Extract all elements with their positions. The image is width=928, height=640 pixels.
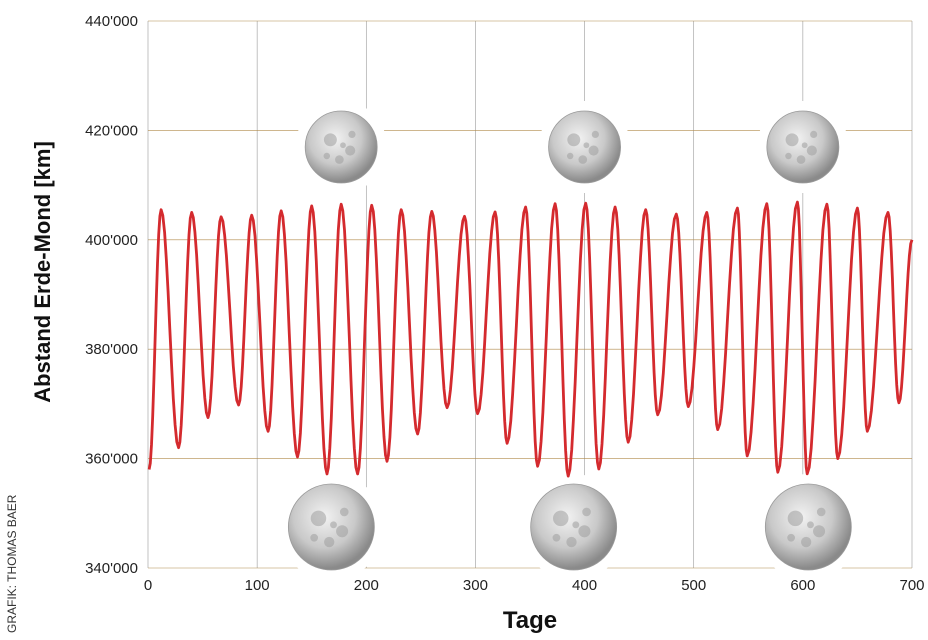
y-tick-label: 400'000 (85, 232, 138, 249)
x-axis: 0 100 200 300 400 500 600 700 (144, 577, 925, 594)
x-tick-label: 300 (463, 577, 488, 594)
moon-icon (521, 474, 627, 580)
moon-icon (278, 474, 384, 580)
series-group (149, 202, 912, 476)
x-tick-label: 0 (144, 577, 152, 594)
y-tick-label: 420'000 (85, 122, 138, 139)
x-tick-label: 700 (899, 577, 924, 594)
x-tick-label: 200 (354, 577, 379, 594)
x-axis-label: Tage (503, 607, 557, 634)
moon-icon (295, 101, 387, 193)
x-tick-label: 500 (681, 577, 706, 594)
moon-icon (755, 474, 861, 580)
credit: GRAFIK: THOMAS BAER (2, 470, 22, 635)
x-tick-label: 400 (572, 577, 597, 594)
moon-icon (757, 101, 849, 193)
y-axis: 340'000 360'000 380'000 400'000 420'000 440'0… (85, 13, 138, 577)
x-tick-label: 600 (790, 577, 815, 594)
moon-icon (539, 101, 631, 193)
series-line (149, 202, 912, 476)
y-tick-label: 380'000 (85, 341, 138, 358)
y-tick-label: 440'000 (85, 13, 138, 30)
credit-text: GRAFIK: THOMAS BAER (5, 494, 19, 633)
x-tick-label: 100 (245, 577, 270, 594)
y-axis-label: Abstand Erde-Mond [km] (30, 141, 55, 403)
y-tick-label: 340'000 (85, 560, 138, 577)
y-tick-label: 360'000 (85, 451, 138, 468)
